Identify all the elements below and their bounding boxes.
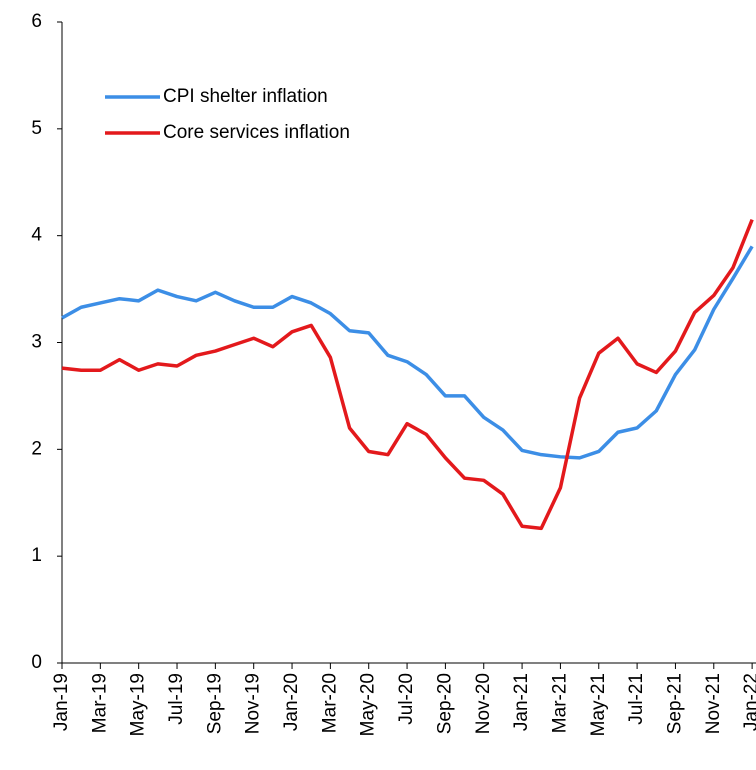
x-tick-label: Sep-19: [204, 673, 225, 734]
y-tick-label: 4: [31, 225, 42, 246]
x-tick-label: May-21: [588, 673, 609, 736]
x-tick-label: Sep-20: [434, 673, 455, 734]
series-line: [61, 218, 754, 531]
x-tick-label: Jan-19: [51, 673, 72, 731]
y-tick-label: 6: [31, 11, 42, 32]
series-line: [61, 245, 754, 460]
y-tick-label: 2: [31, 438, 42, 459]
x-tick-label: Jul-20: [396, 673, 417, 725]
x-tick-label: Nov-21: [703, 673, 724, 734]
x-tick-label: Jan-20: [281, 673, 302, 731]
y-tick-label: 0: [31, 652, 42, 673]
x-tick-label: Jul-19: [166, 673, 187, 725]
x-tick-label: Mar-20: [319, 673, 340, 733]
x-tick-label: Nov-19: [243, 673, 264, 734]
legend-label: CPI shelter inflation: [163, 86, 328, 107]
x-tick-label: Jul-21: [626, 673, 647, 725]
x-tick-label: Mar-19: [89, 673, 110, 733]
x-tick-label: Sep-21: [664, 673, 685, 734]
x-tick-label: Nov-20: [473, 673, 494, 734]
legend-label: Core services inflation: [163, 122, 350, 143]
x-tick-label: Mar-21: [549, 673, 570, 733]
x-tick-label: May-19: [128, 673, 149, 736]
y-tick-label: 1: [31, 545, 42, 566]
y-tick-label: 3: [31, 332, 42, 353]
y-tick-label: 5: [31, 118, 42, 139]
x-tick-label: May-20: [358, 673, 379, 736]
x-tick-label: Jan-22: [741, 673, 756, 731]
x-tick-label: Jan-21: [511, 673, 532, 731]
